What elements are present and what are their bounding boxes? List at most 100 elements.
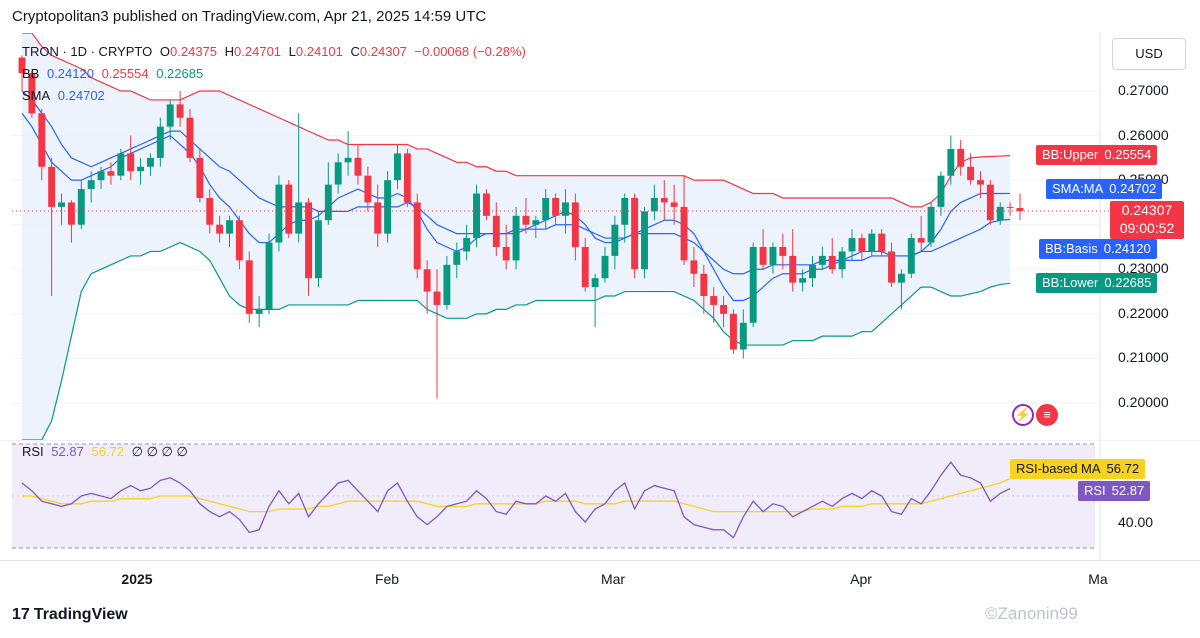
candle-body xyxy=(512,215,520,261)
rsi-chart[interactable] xyxy=(0,440,1200,560)
candle-body xyxy=(166,104,174,127)
bb-upper-value: 0.25554 xyxy=(101,66,149,81)
candle-body xyxy=(670,202,678,207)
candle-body xyxy=(423,269,431,292)
candle-body xyxy=(759,247,767,265)
candle-body xyxy=(700,273,708,297)
candle-body xyxy=(809,264,816,279)
sma-legend[interactable]: SMA 0.24702 xyxy=(22,88,109,103)
sma-tag-label: SMA:MA xyxy=(1052,181,1104,196)
candle-body xyxy=(848,238,856,252)
time-tick-label: Feb xyxy=(374,571,400,587)
rsi-legend[interactable]: RSI 52.87 56.72 ∅ ∅ ∅ ∅ xyxy=(22,444,192,460)
candle-body xyxy=(522,215,530,225)
candle-body xyxy=(957,148,965,167)
lightning-icon[interactable]: ⚡ xyxy=(1012,404,1034,426)
candle-body xyxy=(473,193,480,239)
bb-basis-tag-value: 0.24120 xyxy=(1103,241,1151,256)
rsi-extra-values: ∅ ∅ ∅ ∅ xyxy=(131,444,188,459)
candle-body xyxy=(374,202,382,234)
candle-body xyxy=(137,166,145,172)
candle-body xyxy=(769,247,777,265)
bb-legend[interactable]: BB 0.24120 0.25554 0.22685 xyxy=(22,66,207,81)
candle-body xyxy=(611,224,619,256)
candle-body xyxy=(562,202,569,216)
candle-body xyxy=(552,197,560,216)
sma-tag: SMA:MA 0.24702 xyxy=(1046,179,1163,199)
candle-body xyxy=(364,175,372,203)
time-axis[interactable]: 2025 Feb Mar Apr Ma xyxy=(0,560,1200,601)
tv-brand-text: TradingView xyxy=(33,606,128,623)
candle-body xyxy=(660,197,668,203)
price-tick-label: 0.22000 xyxy=(1118,304,1169,321)
candle-body xyxy=(77,189,85,225)
rsi-tag-label: RSI xyxy=(1084,483,1106,498)
candle-body xyxy=(384,180,392,234)
symbol-legend[interactable]: TRON · 1D · CRYPTO O0.24375 H0.24701 L0.… xyxy=(22,44,530,59)
candle-body xyxy=(433,291,441,305)
candle-body xyxy=(996,206,1004,221)
candle-body xyxy=(739,322,747,350)
candle-body xyxy=(838,251,846,270)
candle-body xyxy=(97,171,105,181)
price-tick-label: 0.21000 xyxy=(1118,349,1169,366)
candle-body xyxy=(305,202,313,279)
candle-body xyxy=(977,180,984,185)
time-tick-label: Apr xyxy=(850,571,872,587)
candle-body xyxy=(581,247,589,288)
publish-caption: Cryptopolitan3 published on TradingView.… xyxy=(12,8,487,25)
bb-lower-tag-label: BB:Lower xyxy=(1042,275,1099,290)
candle-body xyxy=(127,153,135,172)
sma-tag-value: 0.24702 xyxy=(1109,181,1157,196)
candle-body xyxy=(1016,208,1024,212)
us-flag-icon[interactable]: ≡ xyxy=(1036,404,1058,426)
rsi-ma-tag: RSI-based MA 56.72 xyxy=(1010,459,1146,479)
candle-body xyxy=(482,193,490,216)
candle-body xyxy=(18,57,26,74)
candle-body xyxy=(967,166,975,181)
low-label: L xyxy=(288,44,296,59)
candle-body xyxy=(710,296,718,305)
candle-body xyxy=(87,180,95,190)
candle-body xyxy=(354,157,362,176)
close-value: 0.24307 xyxy=(359,44,407,59)
candle-body xyxy=(58,202,65,207)
candle-body xyxy=(226,220,233,234)
time-tick-label: 2025 xyxy=(121,571,153,587)
rsi-ma-value: 56.72 xyxy=(91,444,125,459)
candle-body xyxy=(196,157,204,198)
candle-body xyxy=(986,184,994,221)
currency-selector[interactable]: USD xyxy=(1112,38,1186,70)
candle-body xyxy=(186,117,194,158)
candle-body xyxy=(779,247,787,256)
symbol-name[interactable]: TRON · 1D · CRYPTO xyxy=(22,44,153,59)
candle-body xyxy=(927,206,935,243)
bb-upper-tag-value: 0.25554 xyxy=(1104,147,1152,162)
high-label: H xyxy=(224,44,235,59)
tradingview-logo[interactable]: 17 TradingView xyxy=(12,606,128,624)
price-chart[interactable] xyxy=(0,33,1200,440)
candle-body xyxy=(67,202,75,225)
candle-body xyxy=(917,238,925,243)
bb-upper-tag: BB:Upper 0.25554 xyxy=(1036,145,1158,165)
time-tick-label: Mar xyxy=(600,571,626,587)
candle-body xyxy=(245,260,253,314)
open-value: 0.24375 xyxy=(170,44,218,59)
close-label: C xyxy=(350,44,360,59)
bb-basis-tag-label: BB:Basis xyxy=(1045,241,1098,256)
candle-body xyxy=(502,247,510,261)
candle-body xyxy=(888,251,896,283)
change-value: −0.00068 (−0.28%) xyxy=(414,44,526,59)
candle-body xyxy=(206,197,214,225)
rsi-tag-value: 52.87 xyxy=(1111,483,1145,498)
candle-body xyxy=(453,251,461,265)
bb-basis-tag: BB:Basis 0.24120 xyxy=(1039,239,1157,259)
candle-body xyxy=(265,242,273,310)
rsi-ma-tag-label: RSI-based MA xyxy=(1016,461,1101,476)
sma-label: SMA xyxy=(22,88,51,103)
candle-body xyxy=(314,220,322,279)
bb-upper-line xyxy=(21,33,1011,208)
candle-body xyxy=(690,260,698,274)
price-tick-label: 0.23000 xyxy=(1118,260,1169,277)
candle-body xyxy=(285,184,293,234)
